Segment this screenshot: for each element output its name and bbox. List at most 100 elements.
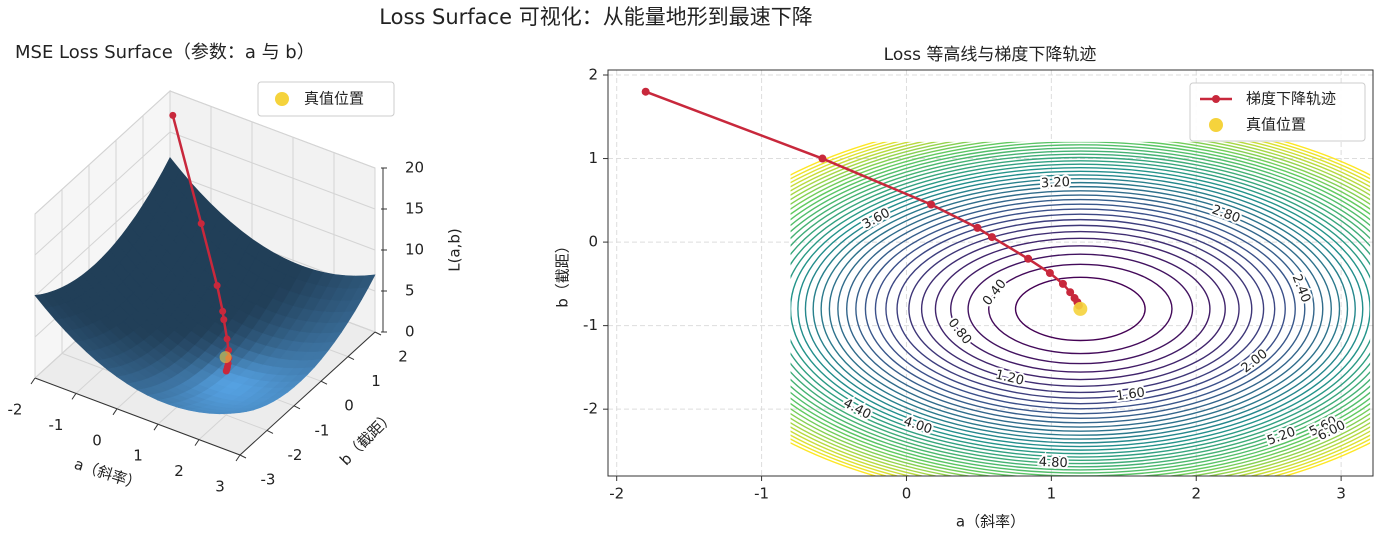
legend-label: 真值位置 [1246, 116, 1306, 134]
contour-line [855, 198, 1306, 420]
tick-mark [347, 356, 355, 361]
x-tick-label: 1 [1047, 485, 1057, 503]
z-tick-label: 10 [405, 241, 424, 259]
y-tick-label: 0 [588, 233, 598, 251]
y-tick-label: -2 [288, 446, 303, 464]
x-tick-label: -1 [754, 485, 769, 503]
contours [790, 141, 1371, 476]
grid-line [169, 172, 376, 251]
trajectory-point [197, 220, 205, 228]
y-tick-label: 1 [371, 372, 381, 390]
trajectory-point [1024, 254, 1033, 263]
z-axis-label: L(a,b) [446, 228, 464, 272]
z-tick-label: 20 [405, 159, 424, 177]
trajectory-point [169, 111, 177, 119]
z-tick-label: 5 [405, 282, 415, 300]
x-tick-label: 1 [133, 447, 143, 465]
tick-mark [153, 423, 159, 431]
legend-marker [1209, 118, 1223, 132]
x-tick-label: -1 [49, 416, 64, 434]
grid-line [34, 131, 171, 256]
contour-line [920, 230, 1240, 387]
contour-label: 1.60 [1115, 385, 1146, 404]
contour-line [885, 213, 1276, 405]
contour-line [846, 194, 1315, 424]
trajectory-point [641, 87, 650, 96]
contour-line [967, 253, 1194, 365]
y-axis-label: b（截距） [336, 407, 398, 469]
contour-line [828, 185, 1332, 432]
contour-line [790, 160, 1371, 458]
legend-marker [1212, 95, 1220, 103]
x-axis-label: a（斜率） [956, 513, 1025, 531]
trajectory-point [222, 367, 230, 375]
y-tick-label: -1 [583, 316, 598, 334]
true-point [1073, 301, 1088, 316]
x-axis [34, 377, 241, 456]
tick-mark [71, 393, 77, 400]
contour-line [812, 178, 1349, 440]
trajectory-point [987, 233, 996, 242]
trajectory-point [1058, 279, 1067, 288]
surface-patch [229, 411, 247, 414]
z-tick-label: 0 [405, 323, 415, 341]
axes-frame [607, 69, 1374, 477]
y-tick-label: 2 [398, 348, 408, 366]
contour-line [1014, 276, 1146, 342]
contour-line [837, 190, 1324, 428]
tick-mark [112, 408, 118, 416]
trajectory-point [1045, 269, 1054, 277]
trajectory-point [1066, 288, 1075, 297]
contour-line [950, 245, 1211, 373]
x-tick-label: -2 [609, 485, 624, 503]
contour-line [790, 153, 1371, 465]
tick-mark [239, 454, 247, 459]
x-tick-label: 0 [902, 485, 912, 503]
x-tick-label: 3 [1336, 485, 1346, 503]
x-tick-label: 0 [92, 431, 102, 449]
tick-mark [266, 429, 274, 434]
contour-line [790, 144, 1371, 474]
grid-line [34, 90, 171, 215]
tick-mark [374, 331, 382, 336]
trajectory-point [213, 282, 221, 290]
y-tick-label: 0 [344, 397, 354, 415]
tick-mark [293, 405, 301, 410]
contour-line [987, 263, 1173, 355]
contour-label: 4.80 [1038, 455, 1068, 471]
surface [34, 157, 376, 415]
x-tick-label: 2 [174, 462, 184, 480]
y-tick-label: 2 [588, 66, 598, 84]
contour-line [820, 181, 1341, 436]
legend-marker [275, 92, 289, 106]
contour-line [908, 224, 1253, 394]
y-tick-label: -1 [315, 421, 330, 439]
y-tick-label: -3 [261, 471, 276, 489]
contour-line [790, 167, 1371, 451]
grid-line [34, 172, 171, 297]
tick-mark [235, 454, 241, 462]
true-point [219, 351, 232, 364]
legend-box [1189, 82, 1366, 142]
legend-box [257, 81, 395, 117]
tick-mark [30, 377, 36, 385]
chart-title: MSE Loss Surface（参数：a 与 b） [15, 42, 315, 63]
trajectory-point [927, 200, 936, 209]
x-tick-label: -2 [8, 401, 23, 419]
contour-line [804, 174, 1356, 444]
tick-mark [320, 380, 328, 385]
contour-line [790, 150, 1371, 468]
z-tick-label: 15 [405, 200, 424, 218]
contour-line [797, 170, 1364, 448]
contour-line [790, 156, 1371, 462]
chart-title: Loss 等高线与梯度下降轨迹 [884, 45, 1097, 65]
x-tick-label: 2 [1191, 485, 1201, 503]
trajectory-point [818, 154, 827, 163]
contour-line [934, 237, 1226, 381]
contour-label: 3.20 [1041, 175, 1071, 191]
contour-line [874, 208, 1286, 410]
grid-line [169, 90, 376, 169]
figure-title: Loss Surface 可视化：从能量地形到最速下降 [379, 5, 812, 29]
